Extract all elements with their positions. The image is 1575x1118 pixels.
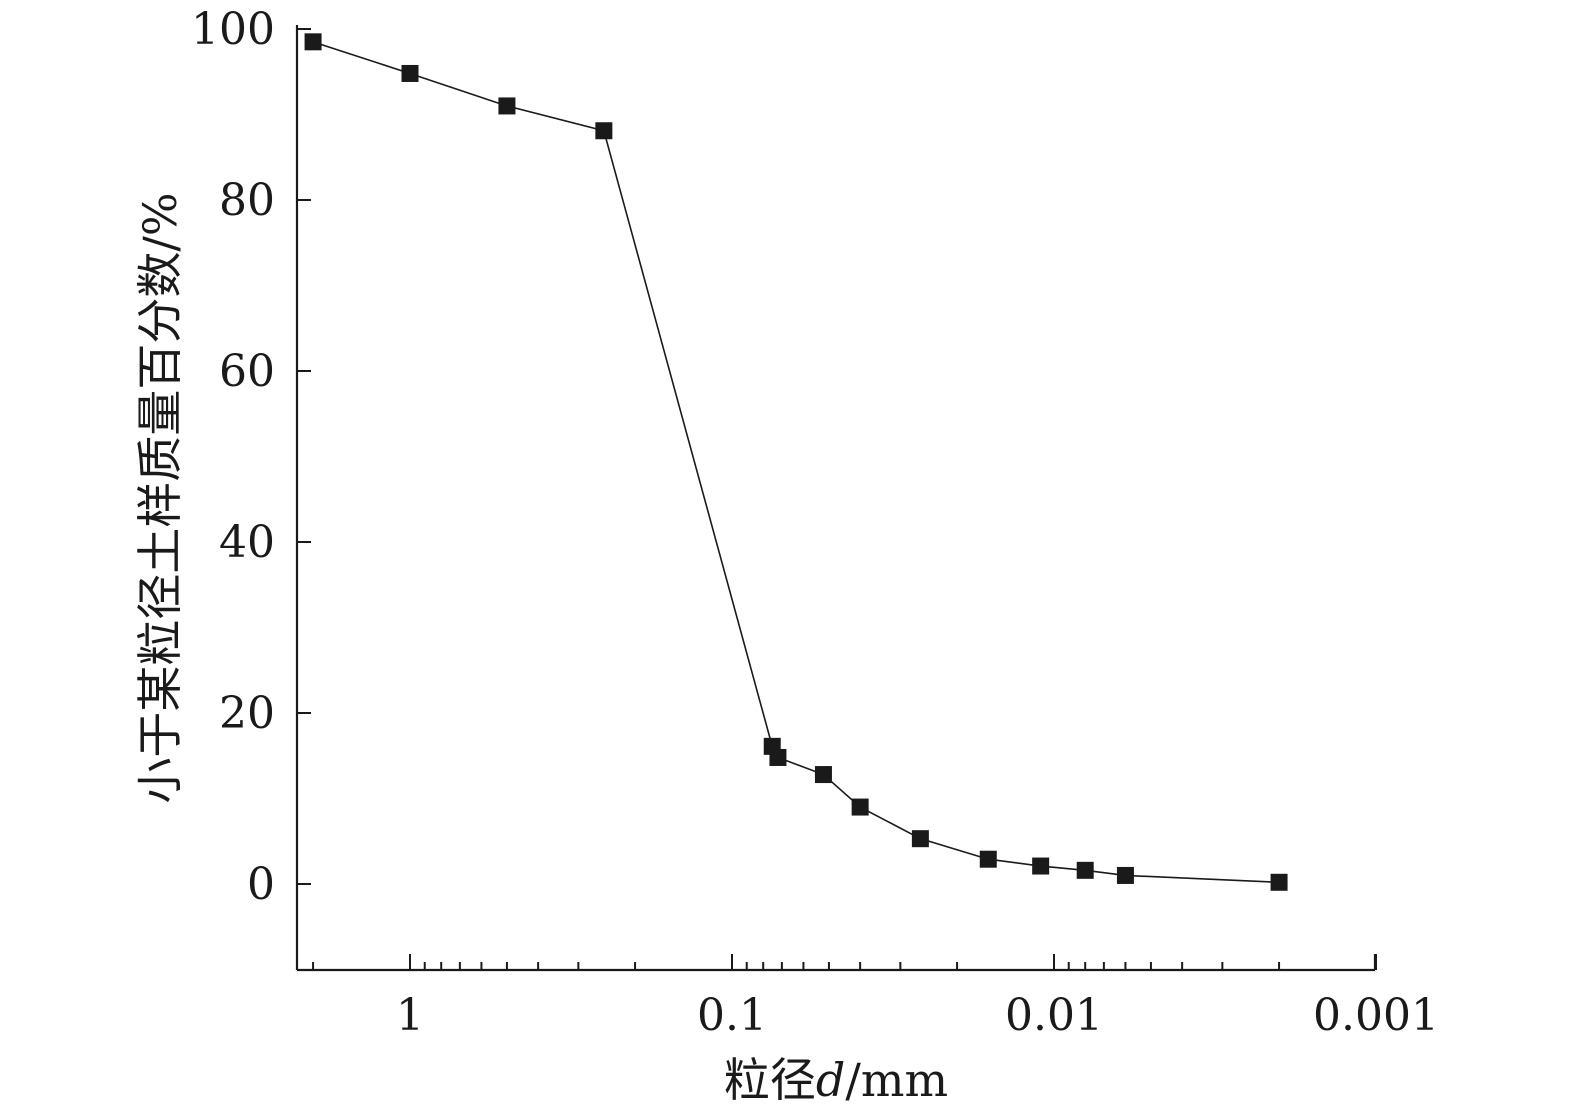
data-point [851,798,869,816]
y-tick-label: 80 [219,175,275,226]
y-tick-label: 60 [219,346,275,397]
series-line [312,41,1280,884]
x-axis-title-variable: d [816,1053,845,1107]
x-axis-title: 粒径d/mm [724,1053,948,1107]
y-tick-label: 40 [219,517,275,568]
x-tick-label: 0.1 [697,990,767,1041]
data-point [911,830,929,848]
plot-area [304,33,1288,891]
data-point [1270,873,1288,891]
data-point [595,122,613,140]
data-point [1032,857,1050,875]
x-axis-title-prefix: 粒径 [724,1053,816,1107]
y-tick-label: 20 [219,688,275,739]
data-point [979,850,997,868]
axes [295,25,1377,972]
data-point [304,33,322,51]
x-tick-label: 1 [396,990,424,1041]
x-ticks: 1 0.1 0.01 0.001 [312,954,1439,1041]
y-ticks: 0 20 40 60 80 100 [191,4,311,910]
y-tick-label: 100 [191,4,275,55]
data-point [1076,861,1094,879]
y-axis-title: 小于某粒径土样质量百分数/% [133,192,187,803]
x-tick-label: 0.01 [1005,990,1103,1041]
data-point [401,64,419,82]
data-point [814,766,832,784]
data-point [498,97,516,115]
y-tick-label: 0 [247,859,275,910]
x-axis-title-unit: /mm [845,1053,948,1107]
data-point [769,748,787,766]
data-point [1116,866,1134,884]
x-tick-label: 0.001 [1313,990,1439,1041]
